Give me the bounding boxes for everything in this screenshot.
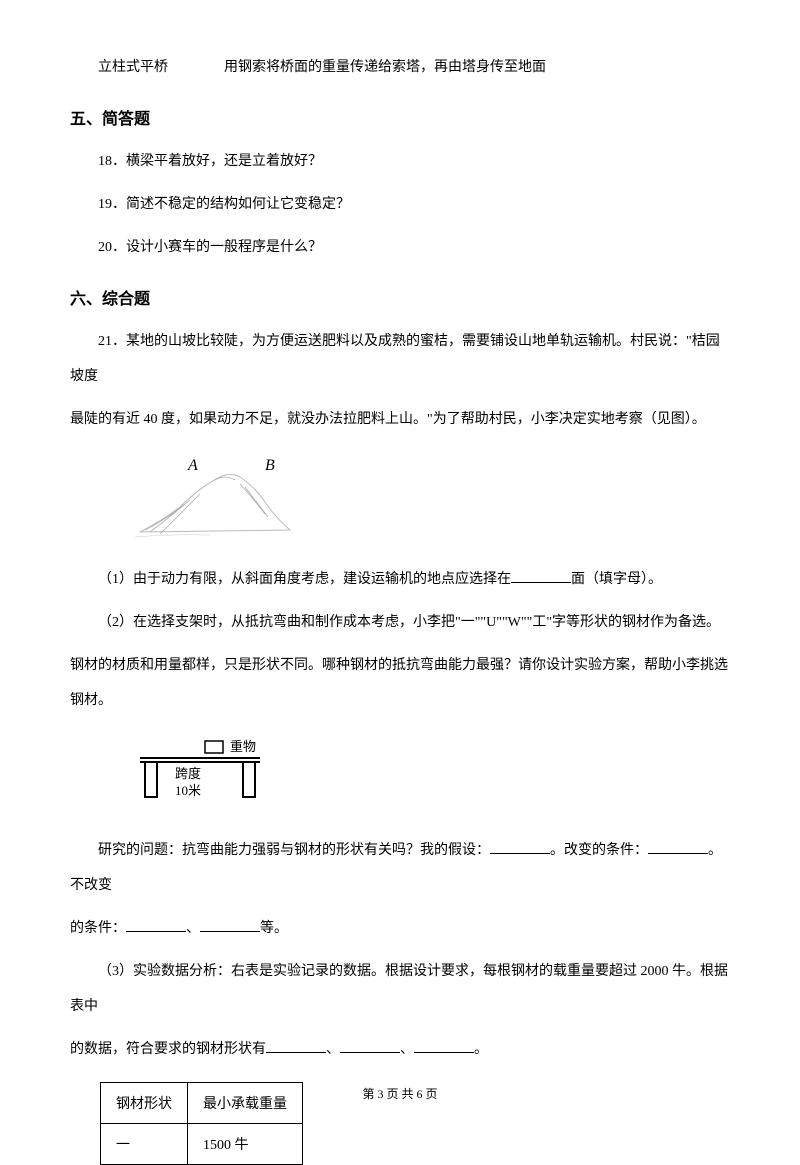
blank-field[interactable] xyxy=(490,840,550,854)
table-cell-weight: 1500 牛 xyxy=(188,1124,303,1165)
q21-research-line2: 的条件： 、 等。 xyxy=(70,911,730,946)
q21-part1: （1）由于动力有限，从斜面角度考虑，建设运输机的地点应选择在 面（填字母）。 xyxy=(70,562,730,597)
q21-p1-text-b: 面（填字母）。 xyxy=(571,572,662,587)
q21-part3-line1: （3）实验数据分析：右表是实验记录的数据。根据设计要求，每根钢材的载重量要超过 … xyxy=(70,954,730,1024)
table-row: 一 1500 牛 xyxy=(101,1124,303,1165)
q21-intro-line1: 21．某地的山坡比较陡，为方便运送肥料以及成熟的蜜桔，需要铺设山地单轨运输机。村… xyxy=(70,324,730,394)
q21-part2-line1: （2）在选择支架时，从抵抗弯曲和制作成本考虑，小李把"一""U""W""工"字等… xyxy=(70,605,730,640)
research-text-d: 的条件： xyxy=(70,921,126,936)
q21-research-line1: 研究的问题：抗弯曲能力强弱与钢材的形状有关吗？我的假设：。改变的条件：。不改变 xyxy=(70,833,730,903)
mountain-svg: A B xyxy=(130,452,350,542)
span-label: 跨度 xyxy=(175,766,201,781)
weight-label: 重物 xyxy=(230,739,256,754)
research-text-a: 研究的问题：抗弯曲能力强弱与钢材的形状有关吗？我的假设： xyxy=(98,843,490,858)
blank-field[interactable] xyxy=(414,1039,474,1053)
question-20: 20．设计小赛车的一般程序是什么？ xyxy=(70,230,730,265)
research-text-e: 、 xyxy=(186,921,200,936)
mountain-figure: A B xyxy=(130,452,730,547)
research-text-f: 等。 xyxy=(260,921,288,936)
question-19: 19．简述不稳定的结构如何让它变稳定？ xyxy=(70,187,730,222)
question-18: 18．横梁平着放好，还是立着放好？ xyxy=(70,144,730,179)
distance-label: 10米 xyxy=(175,783,201,798)
blank-field[interactable] xyxy=(648,840,708,854)
p3-text-c: 、 xyxy=(326,1042,340,1057)
table-cell-shape: 一 xyxy=(101,1124,188,1165)
q21-part2-line2: 钢材的材质和用量都样，只是形状不同。哪种钢材的抵抗弯曲能力最强？请你设计实验方案… xyxy=(70,648,730,718)
blank-field[interactable] xyxy=(511,569,571,583)
label-b: B xyxy=(265,457,275,474)
p3-text-e: 。 xyxy=(474,1042,488,1057)
p3-text-d: 、 xyxy=(400,1042,414,1057)
intro-text: 立柱式平桥 用钢索将桥面的重量传递给索塔，再由塔身传至地面 xyxy=(70,50,730,85)
p3-text-b: 的数据，符合要求的钢材形状有 xyxy=(70,1042,266,1057)
section-6-title: 六、综合题 xyxy=(70,285,730,309)
label-a: A xyxy=(187,457,198,474)
blank-field[interactable] xyxy=(200,918,260,932)
research-text-b: 。改变的条件： xyxy=(550,843,648,858)
page-footer: 第 3 页 共 6 页 xyxy=(0,1085,800,1102)
beam-figure: 重物 跨度 10米 xyxy=(130,733,730,818)
q21-part3-line2: 的数据，符合要求的钢材形状有 、 、 。 xyxy=(70,1032,730,1067)
blank-field[interactable] xyxy=(126,918,186,932)
q21-intro-line2: 最陡的有近 40 度，如果动力不足，就没办法拉肥料上山。"为了帮助村民，小李决定… xyxy=(70,402,730,437)
blank-field[interactable] xyxy=(266,1039,326,1053)
section-5-title: 五、简答题 xyxy=(70,105,730,129)
q21-p1-text-a: （1）由于动力有限，从斜面角度考虑，建设运输机的地点应选择在 xyxy=(98,572,511,587)
beam-svg: 重物 跨度 10米 xyxy=(130,733,280,813)
blank-field[interactable] xyxy=(340,1039,400,1053)
